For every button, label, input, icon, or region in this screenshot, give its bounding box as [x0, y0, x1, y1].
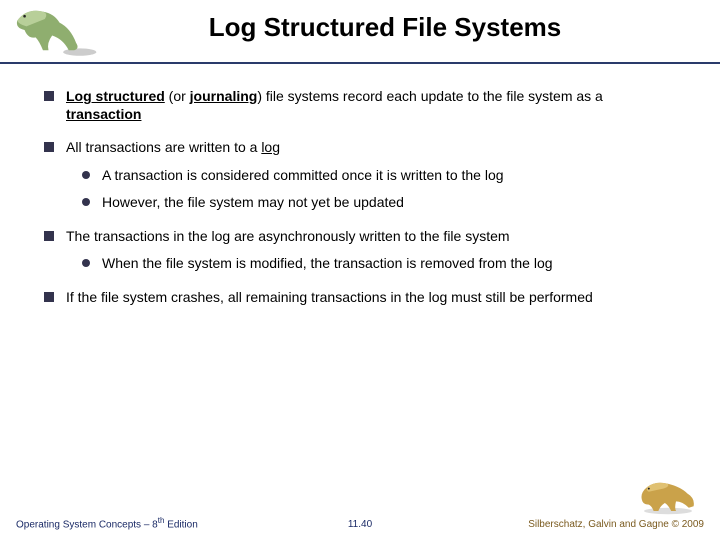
bullet-text: (or [165, 88, 190, 104]
slide-title: Log Structured File Systems [110, 12, 660, 43]
bullet-text: ) file systems record each update to the… [257, 88, 603, 104]
footer-copyright: Silberschatz, Galvin and Gagne © 2009 [528, 519, 704, 530]
bullet-text: The transactions in the log are asynchro… [66, 228, 510, 244]
sub-bullet-list: A transaction is considered committed on… [66, 167, 676, 212]
bullet-item: Log structured (or journaling) file syst… [44, 88, 676, 123]
bullet-text: However, the file system may not yet be … [102, 194, 404, 210]
slide-footer: Operating System Concepts – 8th Edition … [0, 506, 720, 532]
sub-bullet-list: When the file system is modified, the tr… [66, 255, 676, 273]
footer-page-number: 11.40 [348, 519, 372, 530]
footer-text: Operating System Concepts – 8 [16, 519, 158, 530]
footer-text: Edition [164, 519, 197, 530]
sub-bullet-item: A transaction is considered committed on… [82, 167, 676, 185]
bullet-text: log [261, 139, 280, 155]
footer-left: Operating System Concepts – 8th Edition [16, 516, 198, 530]
sub-bullet-item: When the file system is modified, the tr… [82, 255, 676, 273]
bullet-text: Log structured [66, 88, 165, 104]
bullet-text: If the file system crashes, all remainin… [66, 289, 593, 305]
bullet-list: Log structured (or journaling) file syst… [44, 88, 676, 306]
bullet-item: The transactions in the log are asynchro… [44, 228, 676, 273]
dinosaur-left-icon [8, 2, 100, 58]
bullet-text: When the file system is modified, the tr… [102, 255, 553, 271]
bullet-item: All transactions are written to a log A … [44, 139, 676, 212]
bullet-item: If the file system crashes, all remainin… [44, 289, 676, 307]
bullet-text: transaction [66, 106, 141, 122]
bullet-text: A transaction is considered committed on… [102, 167, 504, 183]
sub-bullet-item: However, the file system may not yet be … [82, 194, 676, 212]
slide-body: Log structured (or journaling) file syst… [0, 64, 720, 306]
bullet-text: journaling [190, 88, 258, 104]
slide-header: Log Structured File Systems [0, 0, 720, 64]
bullet-text: All transactions are written to a [66, 139, 261, 155]
